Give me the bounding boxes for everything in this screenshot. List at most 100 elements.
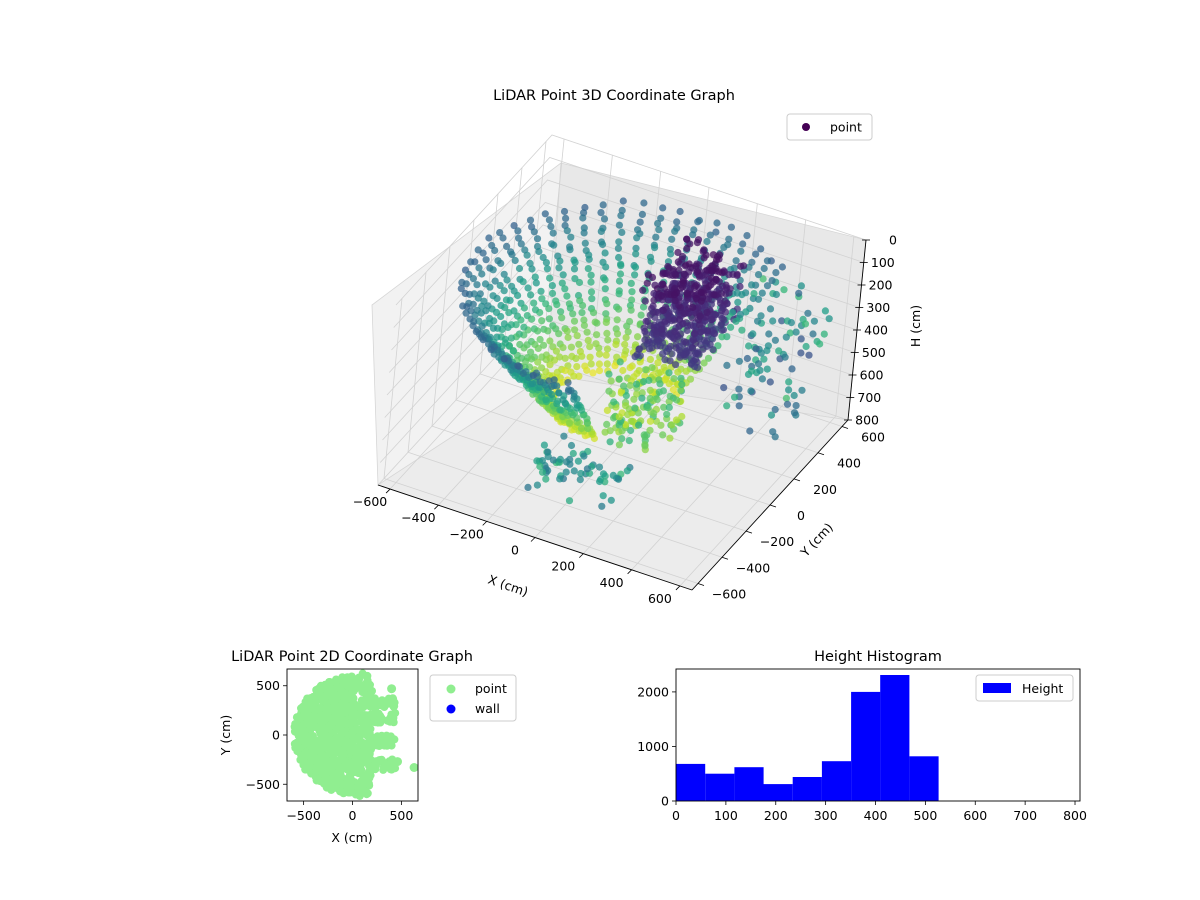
data-point-3d [529,371,537,379]
data-point-3d [637,311,645,319]
data-point-3d [553,301,561,309]
data-point-2d [322,699,331,708]
data-point-3d [617,262,625,270]
data-point-3d [680,270,689,278]
data-point-3d [709,251,718,259]
y-tick-label-histogram: 1000 [637,739,669,754]
data-point-2d [409,763,418,772]
data-point-3d [810,317,819,325]
data-point-3d [707,274,716,282]
data-point-3d [797,335,805,343]
data-point-3d [615,413,623,421]
z-tick-label-3d: 500 [862,345,886,360]
data-point-3d [673,218,681,226]
data-point-2d [339,680,348,689]
data-point-3d [650,296,658,304]
data-point-3d [556,475,564,483]
data-point-3d [666,434,674,442]
data-point-3d [618,228,626,236]
data-point-3d [615,305,623,313]
data-point-3d [604,336,612,344]
data-point-3d [703,237,711,246]
data-point-3d [703,327,712,335]
data-point-2d [364,779,373,788]
data-point-2d [328,768,337,777]
data-point-3d [652,308,660,316]
data-point-3d [588,295,596,303]
x-tick-label-3d: 200 [551,559,575,574]
legend-histogram-label: Height [1022,681,1063,696]
data-point-3d [595,367,604,375]
data-point-3d [569,310,577,318]
data-point-2d [352,684,361,693]
data-point-3d [717,321,725,329]
data-point-3d [658,292,666,300]
data-point-2d [312,776,321,785]
data-point-3d [671,328,679,336]
x-tick-label-histogram: 300 [814,808,838,823]
data-point-3d [517,316,525,324]
data-point-3d [713,219,721,227]
data-point-3d [725,235,733,243]
data-point-3d [461,289,469,298]
legend-2d: point wall [429,674,517,722]
data-point-3d [527,348,535,356]
data-point-3d [766,305,775,313]
data-point-3d [489,266,497,274]
data-point-3d [640,431,648,439]
data-point-3d [646,426,654,434]
data-point-3d [692,262,700,270]
data-point-3d [620,382,628,390]
data-point-3d [677,386,685,394]
data-point-3d [545,377,553,385]
x-tick-label-3d: −400 [401,510,435,525]
data-point-3d [571,326,579,334]
data-point-3d [743,232,751,240]
legend-histogram: Height [975,674,1074,702]
data-point-3d [609,471,617,479]
data-point-3d [538,457,547,465]
data-point-3d [462,309,470,317]
data-point-3d [736,282,744,291]
data-point-3d [680,351,688,359]
data-point-3d [546,337,554,345]
data-point-3d [585,255,593,263]
data-point-2d [311,763,320,772]
data-point-3d [601,478,609,486]
data-point-3d [742,308,750,316]
y-tick-label-2d: 500 [256,678,280,693]
data-point-3d [575,340,583,348]
data-point-3d [606,438,614,446]
grid-line-h [388,202,860,373]
data-point-2d [335,745,343,754]
data-point-3d [524,483,532,491]
data-point-3d [768,277,776,285]
data-point-3d [571,258,579,266]
data-point-3d [595,344,603,352]
data-point-3d [603,345,612,353]
data-point-3d [524,284,532,292]
data-point-3d [562,214,570,222]
data-point-3d [546,274,554,282]
data-point-3d [533,481,542,489]
data-point-2d [366,734,375,743]
data-point-2d [386,698,395,707]
data-point-3d [505,309,513,317]
data-point-2d [298,702,307,711]
data-point-3d [667,250,675,258]
data-point-3d [555,330,563,338]
data-point-3d [678,412,686,421]
data-point-3d [548,282,557,290]
legend-3d: point [786,113,873,141]
x-axis-label-2d: X (cm) [331,830,372,845]
data-point-3d [739,240,747,248]
data-point-3d [653,336,662,344]
data-point-3d [735,402,743,410]
data-point-3d [672,416,681,424]
data-point-3d [526,216,535,224]
data-point-3d [617,212,625,220]
data-point-3d [648,364,656,372]
data-point-3d [758,375,767,383]
data-point-3d [517,240,525,248]
